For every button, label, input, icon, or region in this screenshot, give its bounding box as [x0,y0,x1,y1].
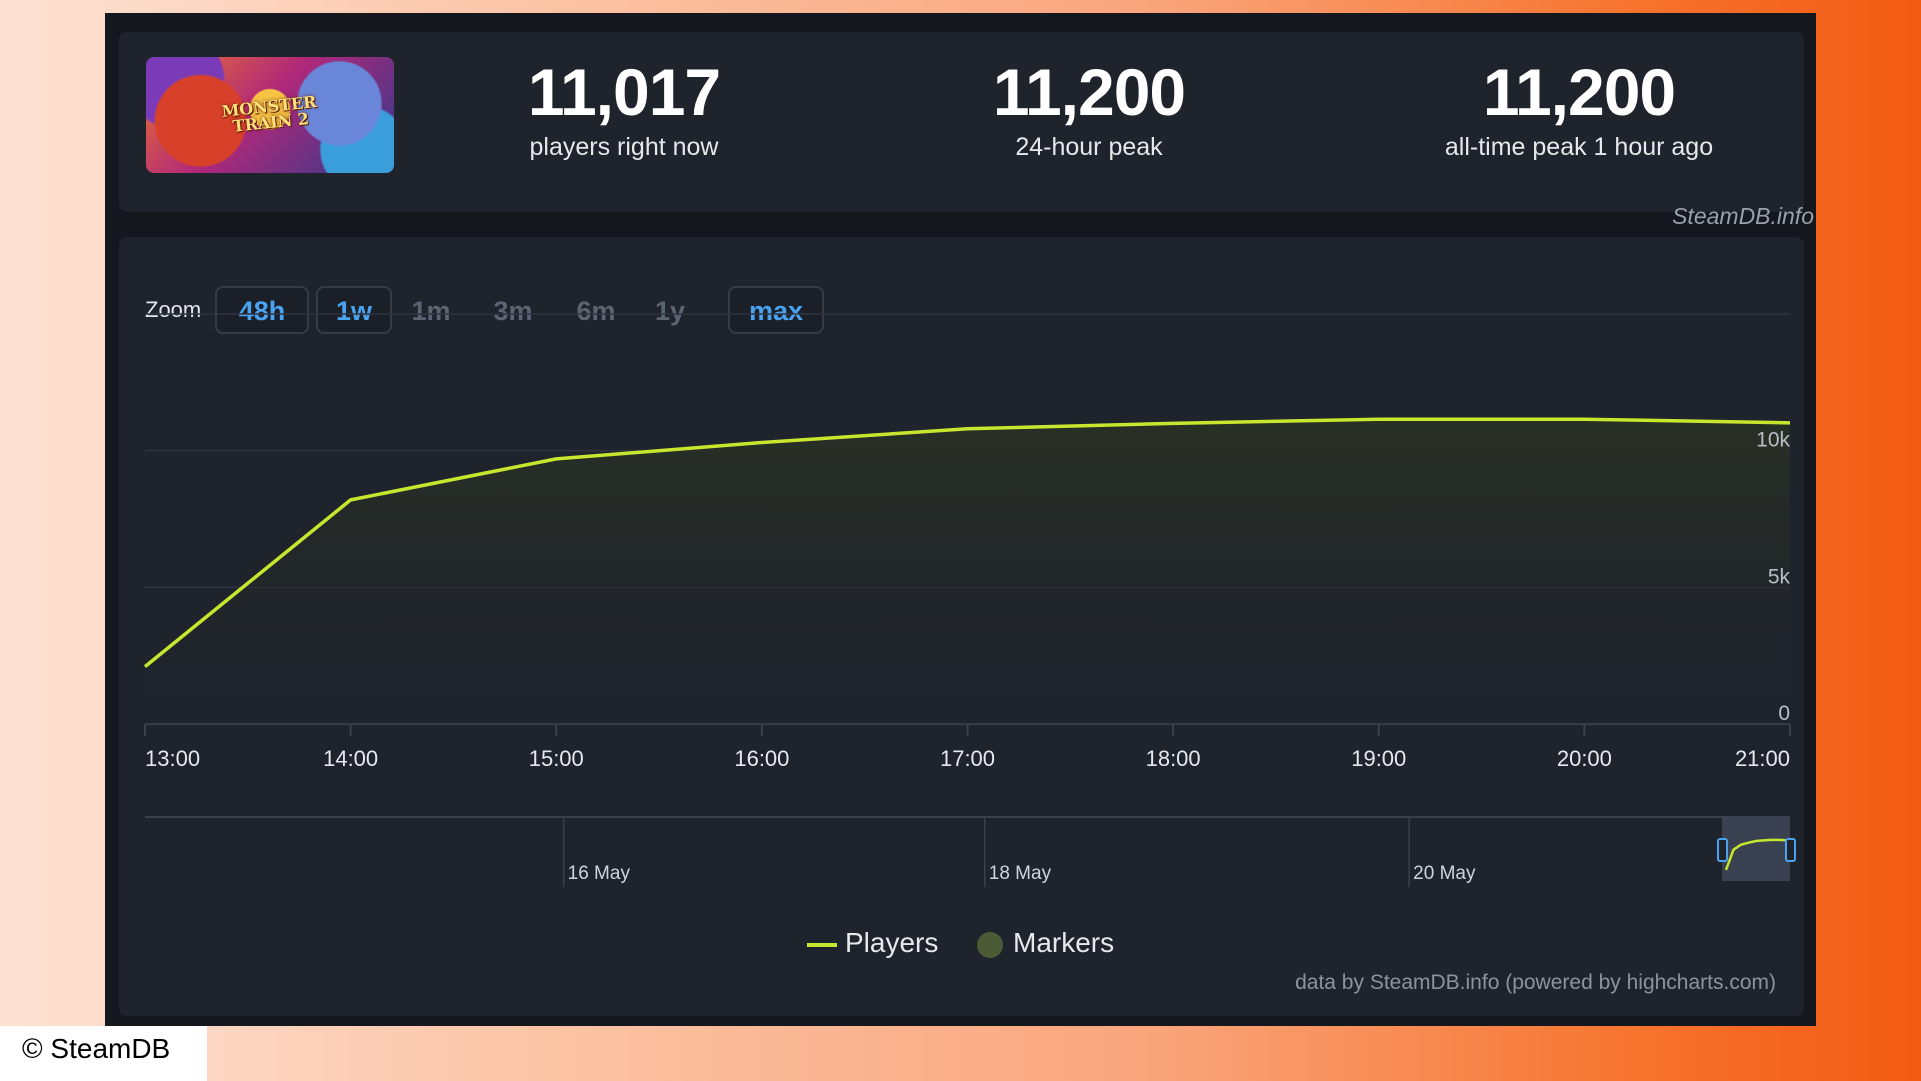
navigator-right-handle[interactable] [1785,838,1796,862]
peak-24h-stat: 11,200 24-hour peak [959,52,1219,162]
y-tick-label: 5k [1768,565,1791,588]
steamdb-widget: MONSTER TRAIN 2 11,017 players right now… [105,13,1816,1026]
x-tick-label: 17:00 [940,746,995,771]
zoom-1m-button[interactable]: 1m [411,296,451,326]
navigator-date-label: 16 May [568,863,631,884]
zoom-6m-button[interactable]: 6m [576,296,616,326]
current-players-label: players right now [529,133,719,161]
game-logo: MONSTER TRAIN 2 [220,92,318,136]
legend-item-players[interactable]: Players [807,923,938,963]
zoom-1y-button[interactable]: 1y [654,296,686,326]
chart-credit[interactable]: data by SteamDB.info (powered by highcha… [1295,971,1776,994]
peak-24h-value: 11,200 [992,55,1186,129]
copyright-notice: © SteamDB [0,1026,207,1081]
zoom-3m-button[interactable]: 3m [493,296,533,326]
stats-panel: MONSTER TRAIN 2 11,017 players right now… [119,32,1804,212]
x-tick-label: 18:00 [1146,746,1201,771]
markers-dot-icon [977,931,1003,958]
x-tick-label: 14:00 [323,746,378,771]
alltime-peak-stat: 11,200 all-time peak 1 hour ago [1389,52,1769,162]
current-players-value: 11,017 [527,55,721,129]
player-count-chart: 13:00 14:00 15:00 16:00 17:00 18:00 19:00 20:00… [143,313,1796,887]
x-tick-label: 13:00 [145,746,200,771]
x-tick-label: 16:00 [734,746,789,771]
current-players-stat: 11,017 players right now [504,52,744,162]
zoom-max-button[interactable]: max [728,286,824,334]
y-tick-label: 10k [1756,429,1790,452]
navigator-left-handle[interactable] [1717,838,1728,862]
x-tick-label: 19:00 [1351,746,1406,771]
zoom-48h-button[interactable]: 48h [215,286,309,334]
game-capsule-image[interactable]: MONSTER TRAIN 2 [146,57,394,173]
x-tick-label: 21:00 [1735,746,1790,771]
x-tick-label: 20:00 [1557,746,1612,771]
legend-item-markers[interactable]: Markers [977,923,1114,963]
zoom-1w-button[interactable]: 1w [316,286,392,334]
players-area [145,419,1790,724]
x-tick-label: 15:00 [529,746,584,771]
alltime-peak-label: all-time peak 1 hour ago [1444,133,1714,161]
navigator-date-label: 20 May [1413,863,1476,884]
navigator-selection[interactable] [1722,817,1790,881]
zoom-label: Zoom [145,297,202,322]
legend-players-label: Players [845,927,939,958]
peak-24h-label: 24-hour peak [1015,133,1163,161]
legend-markers-label: Markers [1013,927,1115,958]
chart-legend: Players Markers [119,923,1804,963]
navigator-date-label: 18 May [989,863,1052,884]
y-tick-label: 0 [1778,702,1790,725]
steamdb-watermark: SteamDB.info [1672,203,1814,229]
players-line-icon [807,942,837,947]
alltime-peak-value: 11,200 [1482,55,1676,129]
navigator-series-line [1724,838,1787,871]
chart-panel: Zoom 48h 1w 1m 3m 6m 1y max 13:00 14:00 15… [119,237,1804,1016]
